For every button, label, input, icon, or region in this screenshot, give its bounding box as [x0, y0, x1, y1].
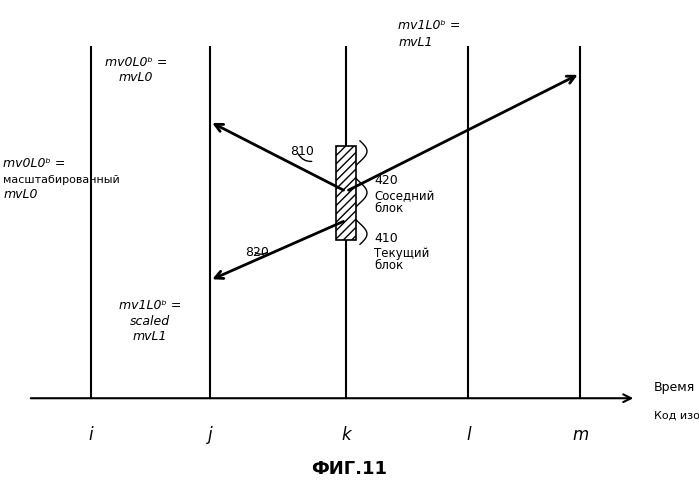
Text: scaled: scaled	[130, 314, 171, 327]
Text: 410: 410	[374, 231, 398, 244]
Text: mv1L0ᵇ =: mv1L0ᵇ =	[398, 18, 461, 32]
Text: j: j	[208, 425, 212, 444]
Text: Соседний: Соседний	[374, 189, 434, 203]
Text: 420: 420	[374, 173, 398, 187]
Text: mv1L0ᵇ =: mv1L0ᵇ =	[119, 298, 182, 312]
Text: l: l	[466, 425, 470, 444]
Text: m: m	[572, 425, 589, 444]
Text: Текущий: Текущий	[374, 247, 429, 260]
Text: 820: 820	[245, 245, 268, 258]
Text: масштабированный: масштабированный	[3, 175, 120, 185]
Text: блок: блок	[374, 259, 403, 272]
Text: i: i	[89, 425, 93, 444]
Text: mv0L0ᵇ =: mv0L0ᵇ =	[105, 56, 168, 69]
Text: Код изображения: Код изображения	[654, 410, 699, 420]
Text: mvL1: mvL1	[133, 329, 168, 343]
Text: Время: Время	[654, 380, 695, 393]
Text: k: k	[341, 425, 351, 444]
Text: mvL0: mvL0	[119, 71, 154, 84]
Text: mv0L0ᵇ =: mv0L0ᵇ =	[3, 156, 66, 170]
Text: mvL1: mvL1	[398, 36, 433, 49]
Bar	[336, 146, 356, 240]
Text: 810: 810	[290, 144, 314, 158]
Text: блок: блок	[374, 201, 403, 215]
Text: ФИГ.11: ФИГ.11	[312, 459, 387, 477]
Text: mvL0: mvL0	[3, 188, 38, 201]
